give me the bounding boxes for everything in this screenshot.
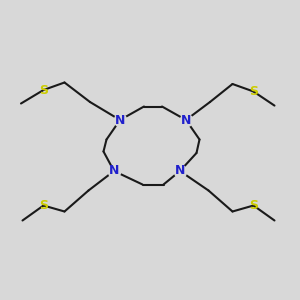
Text: S: S xyxy=(39,83,48,97)
Text: S: S xyxy=(249,199,258,212)
Text: N: N xyxy=(181,113,191,127)
Text: S: S xyxy=(249,85,258,98)
Text: N: N xyxy=(175,164,185,178)
Text: S: S xyxy=(39,199,48,212)
Text: N: N xyxy=(115,113,125,127)
Text: N: N xyxy=(109,164,119,178)
